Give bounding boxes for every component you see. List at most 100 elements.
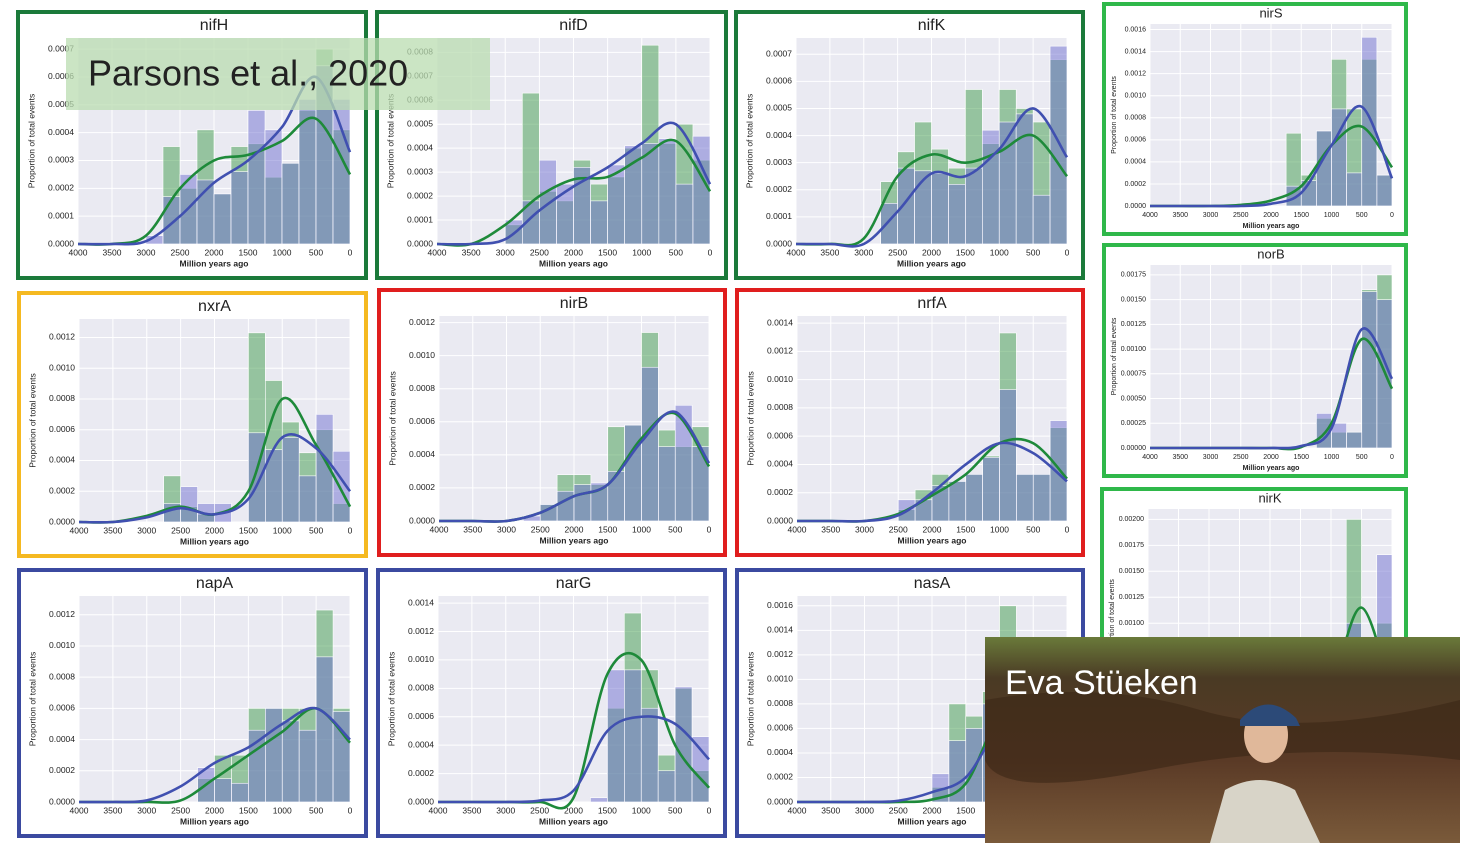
y-tick-label: 0.0012 bbox=[409, 317, 435, 327]
histogram-bar bbox=[642, 143, 659, 244]
x-tick-label: 3500 bbox=[462, 805, 481, 815]
x-axis-label: Million years ago bbox=[180, 816, 249, 826]
x-tick-label: 3500 bbox=[821, 805, 840, 815]
x-axis-label: Million years ago bbox=[1243, 465, 1300, 472]
x-tick-label: 2500 bbox=[530, 805, 549, 815]
histogram-bar bbox=[590, 798, 607, 802]
x-tick-label: 0 bbox=[1065, 524, 1070, 534]
x-tick-label: 0 bbox=[1390, 212, 1394, 219]
x-tick-label: 1000 bbox=[990, 524, 1009, 534]
y-axis-label: Proportion of total events bbox=[745, 371, 755, 466]
chart-panel: nxrA0.00000.00020.00040.00060.00080.0010… bbox=[19, 293, 366, 556]
x-axis-label: Million years ago bbox=[898, 816, 967, 826]
photo: Eva Stüeken bbox=[985, 637, 1460, 843]
histogram-bar bbox=[1050, 46, 1067, 244]
x-tick-label: 2500 bbox=[1233, 212, 1249, 219]
histogram-bar bbox=[949, 481, 966, 521]
histogram-bar bbox=[591, 201, 608, 244]
citation: Parsons et al., 2020 bbox=[88, 53, 408, 94]
y-axis-label: Proportion of total events bbox=[387, 371, 397, 466]
histogram-bar bbox=[932, 174, 949, 244]
x-tick-label: 4000 bbox=[428, 247, 447, 257]
y-tick-label: 0.0014 bbox=[1125, 48, 1147, 55]
x-tick-label: 0 bbox=[707, 805, 712, 815]
x-tick-label: 500 bbox=[309, 525, 323, 535]
y-tick-label: 0.0006 bbox=[1125, 137, 1147, 144]
y-tick-label: 0.0008 bbox=[1125, 115, 1147, 122]
x-tick-label: 2500 bbox=[1233, 454, 1249, 461]
x-tick-label: 2500 bbox=[888, 247, 907, 257]
histogram-bar bbox=[1377, 175, 1392, 206]
y-tick-label: 0.0006 bbox=[49, 424, 75, 434]
y-tick-label: 0.0006 bbox=[767, 723, 793, 733]
x-tick-label: 1500 bbox=[598, 805, 617, 815]
x-tick-label: 1000 bbox=[632, 247, 651, 257]
x-tick-label: 1500 bbox=[956, 524, 975, 534]
y-tick-label: 0.0008 bbox=[408, 683, 434, 693]
y-tick-label: 0.0007 bbox=[766, 49, 792, 59]
x-tick-label: 3000 bbox=[496, 247, 515, 257]
x-tick-label: 0 bbox=[348, 525, 353, 535]
x-tick-label: 500 bbox=[1356, 454, 1368, 461]
histogram-bar bbox=[574, 485, 591, 521]
y-tick-label: 0.0016 bbox=[1125, 26, 1147, 33]
y-axis-label: Proportion of total events bbox=[744, 94, 754, 189]
x-tick-label: 500 bbox=[1356, 212, 1368, 219]
photo-caption: Eva Stüeken bbox=[1005, 664, 1198, 702]
x-tick-label: 1000 bbox=[1324, 454, 1340, 461]
x-tick-label: 500 bbox=[309, 247, 323, 257]
y-tick-label: 0.00050 bbox=[1121, 395, 1146, 402]
histogram-bar bbox=[1033, 195, 1050, 244]
page: nifH0.00000.00010.00020.00030.00040.0005… bbox=[0, 0, 1460, 843]
chart-panel: nirB0.00000.00020.00040.00060.00080.0010… bbox=[379, 290, 725, 555]
histogram-bar bbox=[658, 447, 675, 521]
y-tick-label: 0.0014 bbox=[767, 317, 793, 327]
x-tick-label: 3500 bbox=[103, 525, 122, 535]
x-tick-label: 2000 bbox=[205, 525, 224, 535]
y-tick-label: 0.0004 bbox=[49, 734, 75, 744]
y-tick-label: 0.00075 bbox=[1121, 371, 1146, 378]
x-tick-label: 2500 bbox=[171, 525, 190, 535]
histogram-bar bbox=[1362, 292, 1377, 448]
x-axis-label: Million years ago bbox=[180, 258, 249, 268]
histogram-bar bbox=[299, 730, 316, 802]
x-tick-label: 1000 bbox=[273, 805, 292, 815]
y-tick-label: 0.0006 bbox=[49, 703, 75, 713]
histogram-bar bbox=[999, 122, 1016, 244]
y-tick-label: 0.0002 bbox=[766, 184, 792, 194]
x-tick-label: 3500 bbox=[1172, 454, 1188, 461]
x-tick-label: 2000 bbox=[565, 524, 584, 534]
y-tick-label: 0.0008 bbox=[49, 671, 75, 681]
y-tick-label: 0.0002 bbox=[407, 190, 433, 200]
y-tick-label: 0.0004 bbox=[48, 127, 74, 137]
histogram-bar bbox=[316, 657, 333, 802]
chart-title: nifD bbox=[559, 17, 587, 34]
x-tick-label: 3500 bbox=[820, 247, 839, 257]
chart-panel: norB0.000000.000250.000500.000750.001000… bbox=[1104, 245, 1406, 476]
x-tick-label: 3000 bbox=[854, 247, 873, 257]
histogram-bar bbox=[983, 457, 1000, 521]
y-tick-label: 0.00100 bbox=[1119, 620, 1144, 627]
histogram-bar bbox=[163, 197, 180, 244]
x-tick-label: 4000 bbox=[788, 524, 807, 534]
chart-title: nirS bbox=[1259, 5, 1282, 20]
x-tick-label: 1500 bbox=[239, 525, 258, 535]
x-tick-label: 1500 bbox=[598, 247, 617, 257]
x-tick-label: 0 bbox=[1390, 454, 1394, 461]
histogram-bar bbox=[608, 471, 625, 521]
x-tick-label: 500 bbox=[1026, 247, 1040, 257]
histogram-bar bbox=[299, 476, 316, 522]
y-tick-label: 0.0004 bbox=[49, 455, 75, 465]
chart-title: narG bbox=[556, 575, 592, 592]
x-tick-label: 0 bbox=[1065, 247, 1070, 257]
y-tick-label: 0.00150 bbox=[1119, 568, 1144, 575]
y-tick-label: 0.0010 bbox=[49, 362, 75, 372]
y-tick-label: 0.0002 bbox=[408, 768, 434, 778]
x-axis-label: Million years ago bbox=[539, 816, 608, 826]
y-tick-label: 0.0010 bbox=[767, 674, 793, 684]
histogram-bar bbox=[265, 708, 282, 802]
y-tick-label: 0.0002 bbox=[1125, 181, 1147, 188]
y-tick-label: 0.0000 bbox=[1125, 203, 1147, 210]
chart-panel: narG0.00000.00020.00040.00060.00080.0010… bbox=[378, 570, 725, 836]
x-axis-label: Million years ago bbox=[898, 535, 967, 545]
